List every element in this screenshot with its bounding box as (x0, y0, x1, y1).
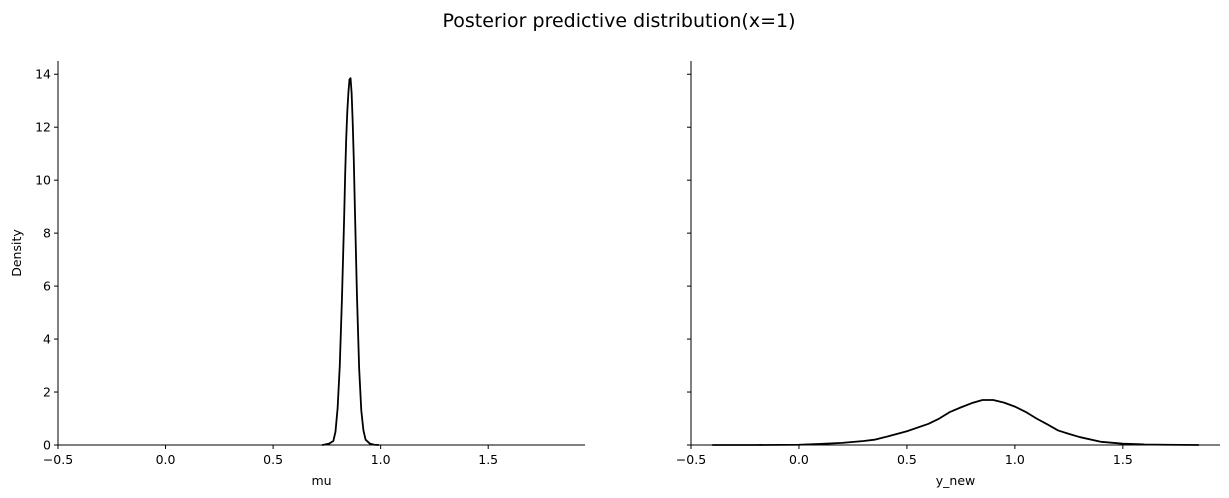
y-axis-label: Density (9, 229, 24, 277)
x-tick-label: 0.5 (263, 452, 283, 467)
y-tick-label: 10 (35, 173, 51, 188)
x-tick-label: 0.0 (789, 452, 809, 467)
y-tick-label: 8 (43, 226, 51, 241)
axes-right: −0.5 0.0 0.5 1.0 1.5 y_new (676, 61, 1220, 488)
y-tick-label: 14 (35, 67, 51, 82)
y-tick-label: 2 (43, 385, 51, 400)
x-axis-label: y_new (936, 473, 975, 488)
x-tick-label: 1.0 (371, 452, 391, 467)
density-curve (711, 399, 1200, 446)
x-tick-label: −0.5 (676, 452, 706, 467)
x-axis-label: mu (311, 473, 331, 488)
x-tick-label: 0.0 (156, 452, 176, 467)
density-curve (321, 77, 380, 446)
y-tick-label: 4 (43, 332, 51, 347)
axes-left: −0.5 0.0 0.5 1.0 1.5 0 2 4 6 8 10 12 14 mu Density (9, 61, 585, 488)
x-tick-label: 1.0 (1005, 452, 1025, 467)
chart-title: Posterior predictive distribution(x=1) (443, 10, 796, 32)
x-tick-label: 1.5 (478, 452, 498, 467)
x-tick-label: −0.5 (43, 452, 73, 467)
x-tick-label: 1.5 (1113, 452, 1133, 467)
x-tick-label: 0.5 (897, 452, 917, 467)
y-tick-label: 0 (43, 438, 51, 453)
y-tick-label: 6 (43, 279, 51, 294)
y-tick-label: 12 (35, 120, 51, 135)
